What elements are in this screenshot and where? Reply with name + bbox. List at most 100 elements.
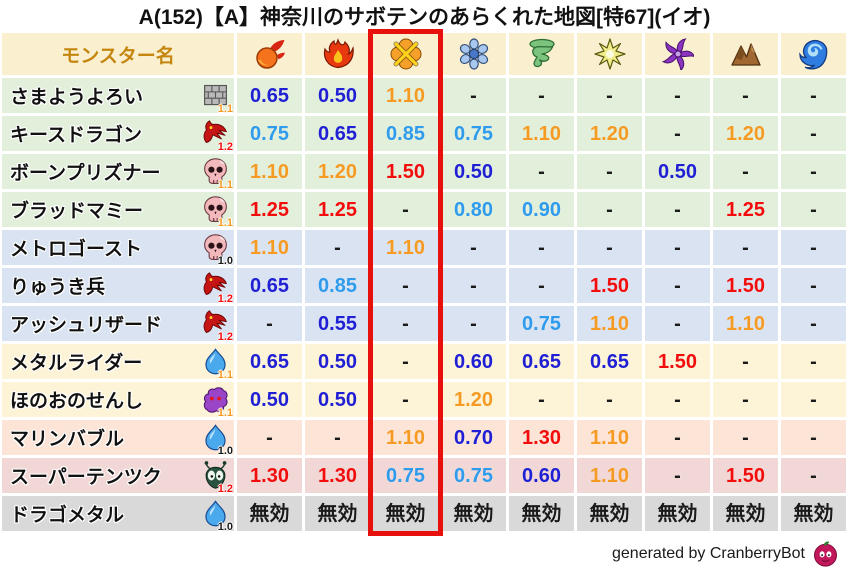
- element-header-io: [373, 33, 438, 75]
- resistance-value: -: [538, 84, 545, 107]
- skull-icon: 1.0: [199, 232, 233, 267]
- resistance-cell: -: [781, 154, 846, 189]
- resistance-value: 1.10: [386, 84, 425, 107]
- monster-multiplier: 1.2: [217, 482, 233, 495]
- resistance-cell: 1.20: [441, 382, 506, 417]
- monster-name-cell: ほのおのせんし 1.1: [2, 382, 234, 419]
- resistance-value: 0.90: [522, 198, 561, 221]
- resistance-value: 無効: [725, 502, 766, 525]
- resistance-cell: 0.75: [441, 116, 506, 151]
- monster-multiplier: 1.1: [217, 216, 233, 229]
- resistance-cell: -: [441, 306, 506, 341]
- resistance-cell: 1.10: [373, 78, 438, 113]
- monster-name-cell: ボーンプリズナー 1.1: [2, 154, 234, 191]
- resistance-cell: -: [305, 230, 370, 265]
- monster-multiplier: 1.0: [217, 254, 233, 267]
- monster-name: アッシュリザード: [10, 315, 163, 336]
- resistance-value: 0.75: [250, 122, 289, 145]
- resistance-value: -: [674, 122, 681, 145]
- resistance-cell: -: [781, 458, 846, 493]
- resistance-cell: 無効: [237, 496, 302, 531]
- resistance-cell: -: [509, 268, 574, 303]
- resistance-value: 無効: [453, 502, 494, 525]
- resistance-cell: 1.50: [645, 344, 710, 379]
- slime-icon: 1.1: [199, 346, 233, 381]
- resistance-cell: 0.50: [237, 382, 302, 417]
- resistance-value: 0.65: [522, 350, 561, 373]
- resistance-cell: 1.10: [237, 154, 302, 189]
- resistance-cell: -: [577, 154, 642, 189]
- monster-name-cell: ドラゴメタル 1.0: [2, 496, 234, 533]
- resistance-cell: 無効: [713, 496, 778, 531]
- resistance-cell: 0.50: [645, 154, 710, 189]
- wave-icon: [798, 38, 830, 70]
- resistance-cell: -: [781, 268, 846, 303]
- resistance-cell: 1.10: [509, 116, 574, 151]
- resistance-value: 1.10: [726, 312, 765, 335]
- resistance-cell: -: [645, 268, 710, 303]
- element-header-dolma: [645, 33, 710, 75]
- resistance-value: -: [674, 388, 681, 411]
- resistance-cell: 0.55: [305, 306, 370, 341]
- resistance-cell: 0.75: [441, 458, 506, 493]
- resistance-value: 1.25: [318, 198, 357, 221]
- resistance-value: 1.30: [522, 426, 561, 449]
- resistance-value: 1.25: [726, 198, 765, 221]
- resistance-value: -: [674, 464, 681, 487]
- resistance-value: -: [742, 160, 749, 183]
- resistance-cell: 1.25: [305, 192, 370, 227]
- resistance-cell: -: [781, 116, 846, 151]
- resistance-cell: -: [373, 192, 438, 227]
- resistance-cell: 1.50: [713, 268, 778, 303]
- monster-name-cell: キースドラゴン 1.2: [2, 116, 234, 153]
- resistance-cell: 無効: [305, 496, 370, 531]
- monster-name-cell: スーパーテンツク 1.2: [2, 458, 234, 495]
- resistance-value: 1.10: [590, 312, 629, 335]
- resistance-value: 1.50: [726, 274, 765, 297]
- resistance-cell: -: [237, 306, 302, 341]
- resistance-value: 0.65: [318, 122, 357, 145]
- monster-multiplier: 1.0: [217, 444, 233, 457]
- resistance-value: -: [470, 312, 477, 335]
- monster-multiplier: 1.2: [217, 140, 233, 153]
- resistance-cell: 0.75: [373, 458, 438, 493]
- resistance-cell: -: [237, 420, 302, 455]
- resistance-cell: -: [645, 230, 710, 265]
- resistance-value: -: [266, 426, 273, 449]
- resistance-value: -: [674, 198, 681, 221]
- resistance-value: 0.50: [250, 388, 289, 411]
- resistance-value: 0.70: [454, 426, 493, 449]
- resistance-value: 0.75: [454, 464, 493, 487]
- resistance-value: -: [606, 84, 613, 107]
- resistance-table: モンスター名 さまようよろい 1.1 0.65 0.50 1.10 - - - - - - キースドラゴ…: [2, 29, 849, 536]
- resistance-value: -: [810, 84, 817, 107]
- resistance-value: 0.65: [250, 84, 289, 107]
- resistance-value: 0.65: [250, 350, 289, 373]
- dragon-head-icon: 1.2: [199, 308, 233, 343]
- monster-name-cell: ブラッドマミー 1.1: [2, 192, 234, 229]
- resistance-cell: 0.50: [305, 382, 370, 417]
- resistance-cell: 無効: [645, 496, 710, 531]
- resistance-cell: -: [781, 192, 846, 227]
- resistance-value: 0.65: [250, 274, 289, 297]
- resistance-cell: -: [509, 382, 574, 417]
- resistance-value: 1.10: [590, 464, 629, 487]
- resistance-value: 0.85: [318, 274, 357, 297]
- resistance-value: 0.50: [658, 160, 697, 183]
- resistance-cell: -: [781, 420, 846, 455]
- resistance-value: -: [538, 388, 545, 411]
- resistance-value: 0.50: [318, 388, 357, 411]
- element-header-water: [781, 33, 846, 75]
- monster-name-header: モンスター名: [2, 33, 234, 75]
- resistance-cell: -: [441, 230, 506, 265]
- resistance-value: -: [742, 84, 749, 107]
- resistance-value: -: [810, 312, 817, 335]
- resistance-cell: 0.65: [237, 268, 302, 303]
- resistance-cell: -: [645, 458, 710, 493]
- resistance-cell: -: [305, 420, 370, 455]
- resistance-value: -: [810, 236, 817, 259]
- resistance-value: -: [810, 464, 817, 487]
- resistance-cell: 無効: [577, 496, 642, 531]
- resistance-value: 1.50: [386, 160, 425, 183]
- resistance-cell: -: [781, 230, 846, 265]
